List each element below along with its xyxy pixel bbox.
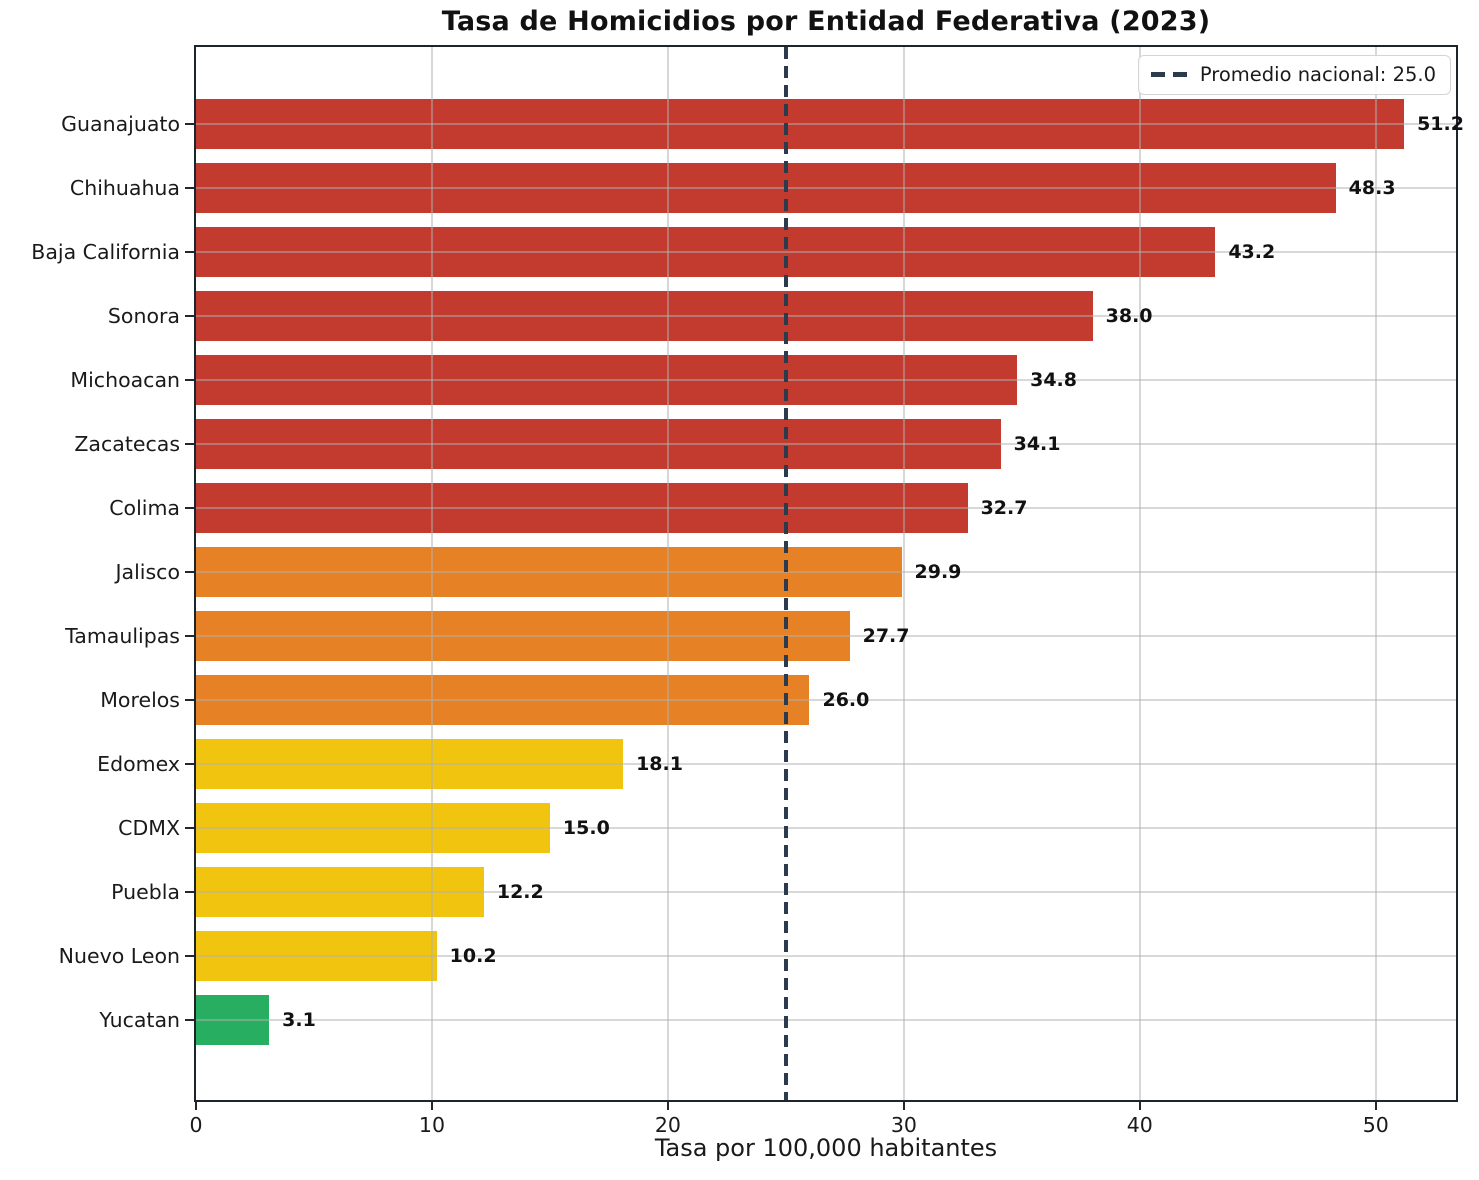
legend: Promedio nacional: 25.0 bbox=[1137, 55, 1451, 95]
value-label-morelos: 26.0 bbox=[822, 689, 870, 711]
national-average-line bbox=[783, 47, 788, 1100]
chart-title: Tasa de Homicidios por Entidad Federativ… bbox=[441, 6, 1211, 37]
y-tick-label-yucatan: Yucatan bbox=[99, 1008, 180, 1032]
y-tick-mark bbox=[185, 891, 194, 893]
value-label-edomex: 18.1 bbox=[636, 753, 683, 775]
y-tick-label-colima: Colima bbox=[109, 496, 180, 520]
value-label-nuevo-leon: 10.2 bbox=[449, 945, 497, 967]
gridline-horizontal bbox=[196, 635, 1456, 637]
value-label-baja-california: 43.2 bbox=[1228, 241, 1276, 263]
value-label-guanajuato: 51.2 bbox=[1417, 113, 1464, 135]
x-tick-label-10: 10 bbox=[418, 1113, 445, 1137]
y-tick-label-nuevo-leon: Nuevo Leon bbox=[58, 944, 180, 968]
y-tick-label-baja-california: Baja California bbox=[31, 240, 180, 264]
plot-area: Promedio nacional: 25.0 51.2 48.3 43.2 38.0… bbox=[194, 45, 1464, 1102]
x-tick-label-40: 40 bbox=[1126, 1113, 1153, 1137]
y-tick-mark bbox=[185, 379, 194, 381]
x-tick-mark bbox=[195, 1102, 197, 1110]
gridline-horizontal bbox=[196, 379, 1456, 381]
gridline-horizontal bbox=[196, 699, 1456, 701]
value-label-jalisco: 29.9 bbox=[914, 561, 962, 583]
value-label-chihuahua: 48.3 bbox=[1348, 177, 1396, 199]
y-tick-mark bbox=[185, 699, 194, 701]
y-tick-mark bbox=[185, 187, 194, 189]
gridline-horizontal bbox=[196, 507, 1456, 509]
y-tick-label-jalisco: Jalisco bbox=[115, 560, 181, 584]
gridline-horizontal bbox=[196, 1019, 1456, 1021]
y-tick-mark bbox=[185, 251, 194, 253]
legend-label: Promedio nacional: 25.0 bbox=[1199, 63, 1436, 86]
y-tick-mark bbox=[185, 571, 194, 573]
gridline-vertical bbox=[1139, 47, 1141, 1100]
gridline-horizontal bbox=[196, 763, 1456, 765]
y-tick-label-puebla: Puebla bbox=[111, 880, 180, 904]
gridline-horizontal bbox=[196, 315, 1456, 317]
x-tick-label-30: 30 bbox=[890, 1113, 917, 1137]
x-tick-mark bbox=[1374, 1102, 1377, 1110]
x-axis-label: Tasa por 100,000 habitantes bbox=[654, 1134, 998, 1162]
y-tick-mark bbox=[185, 955, 194, 957]
value-label-puebla: 12.2 bbox=[496, 881, 544, 903]
value-label-zacatecas: 34.1 bbox=[1013, 433, 1061, 455]
x-tick-mark bbox=[430, 1102, 433, 1110]
y-tick-mark bbox=[185, 763, 194, 765]
y-tick-mark bbox=[185, 315, 194, 317]
gridline-horizontal bbox=[196, 251, 1456, 253]
gridline-horizontal bbox=[196, 123, 1456, 125]
y-tick-label-zacatecas: Zacatecas bbox=[74, 432, 180, 456]
gridline-vertical bbox=[667, 47, 669, 1100]
gridline-vertical bbox=[903, 47, 905, 1100]
gridline-horizontal bbox=[196, 187, 1456, 189]
y-tick-label-sonora: Sonora bbox=[107, 304, 180, 328]
y-tick-label-morelos: Morelos bbox=[100, 688, 180, 712]
value-label-tamaulipas: 27.7 bbox=[862, 625, 910, 647]
gridline-horizontal bbox=[196, 571, 1456, 573]
x-tick-mark bbox=[666, 1102, 669, 1110]
y-tick-mark bbox=[185, 443, 194, 445]
y-tick-mark bbox=[185, 123, 194, 125]
x-tick-mark bbox=[1138, 1102, 1141, 1110]
y-tick-label-guanajuato: Guanajuato bbox=[61, 112, 180, 136]
y-tick-label-tamaulipas: Tamaulipas bbox=[65, 624, 180, 648]
value-label-sonora: 38.0 bbox=[1105, 305, 1153, 327]
value-label-cdmx: 15.0 bbox=[562, 817, 610, 839]
y-tick-mark bbox=[185, 635, 194, 637]
x-tick-label-0: 0 bbox=[189, 1113, 203, 1137]
value-label-yucatan: 3.1 bbox=[282, 1009, 316, 1031]
gridline-vertical bbox=[431, 47, 433, 1100]
x-tick-mark bbox=[902, 1102, 905, 1110]
x-tick-label-20: 20 bbox=[654, 1113, 681, 1137]
y-tick-mark bbox=[185, 827, 194, 829]
gridline-horizontal bbox=[196, 443, 1456, 445]
legend-dashed-line-icon bbox=[1150, 72, 1187, 77]
gridline-horizontal bbox=[196, 955, 1456, 957]
value-label-colima: 32.7 bbox=[980, 497, 1028, 519]
y-tick-label-edomex: Edomex bbox=[97, 752, 180, 776]
y-tick-label-michoacan: Michoacan bbox=[70, 368, 180, 392]
y-tick-mark bbox=[185, 507, 194, 509]
gridline-vertical bbox=[1375, 47, 1377, 1100]
y-tick-label-chihuahua: Chihuahua bbox=[69, 176, 180, 200]
gridline-horizontal bbox=[196, 827, 1456, 829]
value-label-michoacan: 34.8 bbox=[1030, 369, 1077, 391]
x-tick-label-50: 50 bbox=[1362, 1113, 1389, 1137]
gridline-horizontal bbox=[196, 891, 1456, 893]
y-tick-label-cdmx: CDMX bbox=[118, 816, 180, 840]
y-tick-mark bbox=[185, 1019, 194, 1021]
